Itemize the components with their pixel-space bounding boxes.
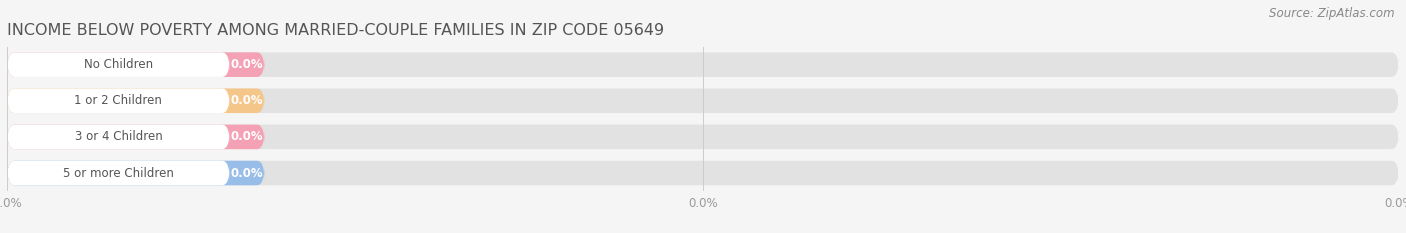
FancyBboxPatch shape — [7, 125, 264, 149]
Text: 3 or 4 Children: 3 or 4 Children — [75, 130, 162, 143]
FancyBboxPatch shape — [7, 161, 264, 185]
Text: 1 or 2 Children: 1 or 2 Children — [75, 94, 162, 107]
Text: 5 or more Children: 5 or more Children — [63, 167, 174, 179]
Text: 0.0%: 0.0% — [231, 130, 263, 143]
FancyBboxPatch shape — [7, 52, 1399, 77]
Text: 0.0%: 0.0% — [231, 167, 263, 179]
FancyBboxPatch shape — [7, 52, 229, 77]
FancyBboxPatch shape — [7, 89, 229, 113]
FancyBboxPatch shape — [7, 161, 1399, 185]
FancyBboxPatch shape — [7, 125, 229, 149]
Text: No Children: No Children — [84, 58, 153, 71]
FancyBboxPatch shape — [7, 52, 264, 77]
FancyBboxPatch shape — [7, 89, 1399, 113]
Text: 0.0%: 0.0% — [231, 94, 263, 107]
Text: Source: ZipAtlas.com: Source: ZipAtlas.com — [1270, 7, 1395, 20]
FancyBboxPatch shape — [7, 161, 229, 185]
FancyBboxPatch shape — [7, 89, 264, 113]
Text: 0.0%: 0.0% — [231, 58, 263, 71]
FancyBboxPatch shape — [7, 125, 1399, 149]
Text: INCOME BELOW POVERTY AMONG MARRIED-COUPLE FAMILIES IN ZIP CODE 05649: INCOME BELOW POVERTY AMONG MARRIED-COUPL… — [7, 24, 664, 38]
